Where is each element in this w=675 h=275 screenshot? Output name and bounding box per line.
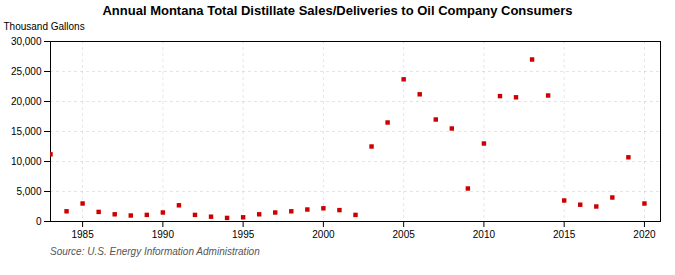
- svg-text:20,000: 20,000: [11, 96, 42, 107]
- svg-text:1995: 1995: [232, 229, 255, 240]
- svg-text:30,000: 30,000: [11, 36, 42, 47]
- svg-text:2005: 2005: [393, 229, 416, 240]
- svg-text:Thousand Gallons: Thousand Gallons: [4, 21, 85, 32]
- svg-text:2015: 2015: [553, 229, 576, 240]
- svg-text:15,000: 15,000: [11, 126, 42, 137]
- html-text:Source: U.S. Energy Informatio: Source: U.S. Energy Information Administ…: [50, 246, 260, 257]
- svg-text:2010: 2010: [473, 229, 496, 240]
- svg-text:2020: 2020: [633, 229, 656, 240]
- svg-text:1990: 1990: [152, 229, 175, 240]
- html-text:Annual Montana Total Distillat: Annual Montana Total Distillate Sales/De…: [102, 3, 573, 18]
- svg-text:0: 0: [36, 216, 42, 227]
- svg-text:25,000: 25,000: [11, 66, 42, 77]
- svg-text:10,000: 10,000: [11, 156, 42, 167]
- svg-text:2000: 2000: [312, 229, 335, 240]
- svg-text:1985: 1985: [71, 229, 94, 240]
- svg-text:5,000: 5,000: [16, 186, 41, 197]
